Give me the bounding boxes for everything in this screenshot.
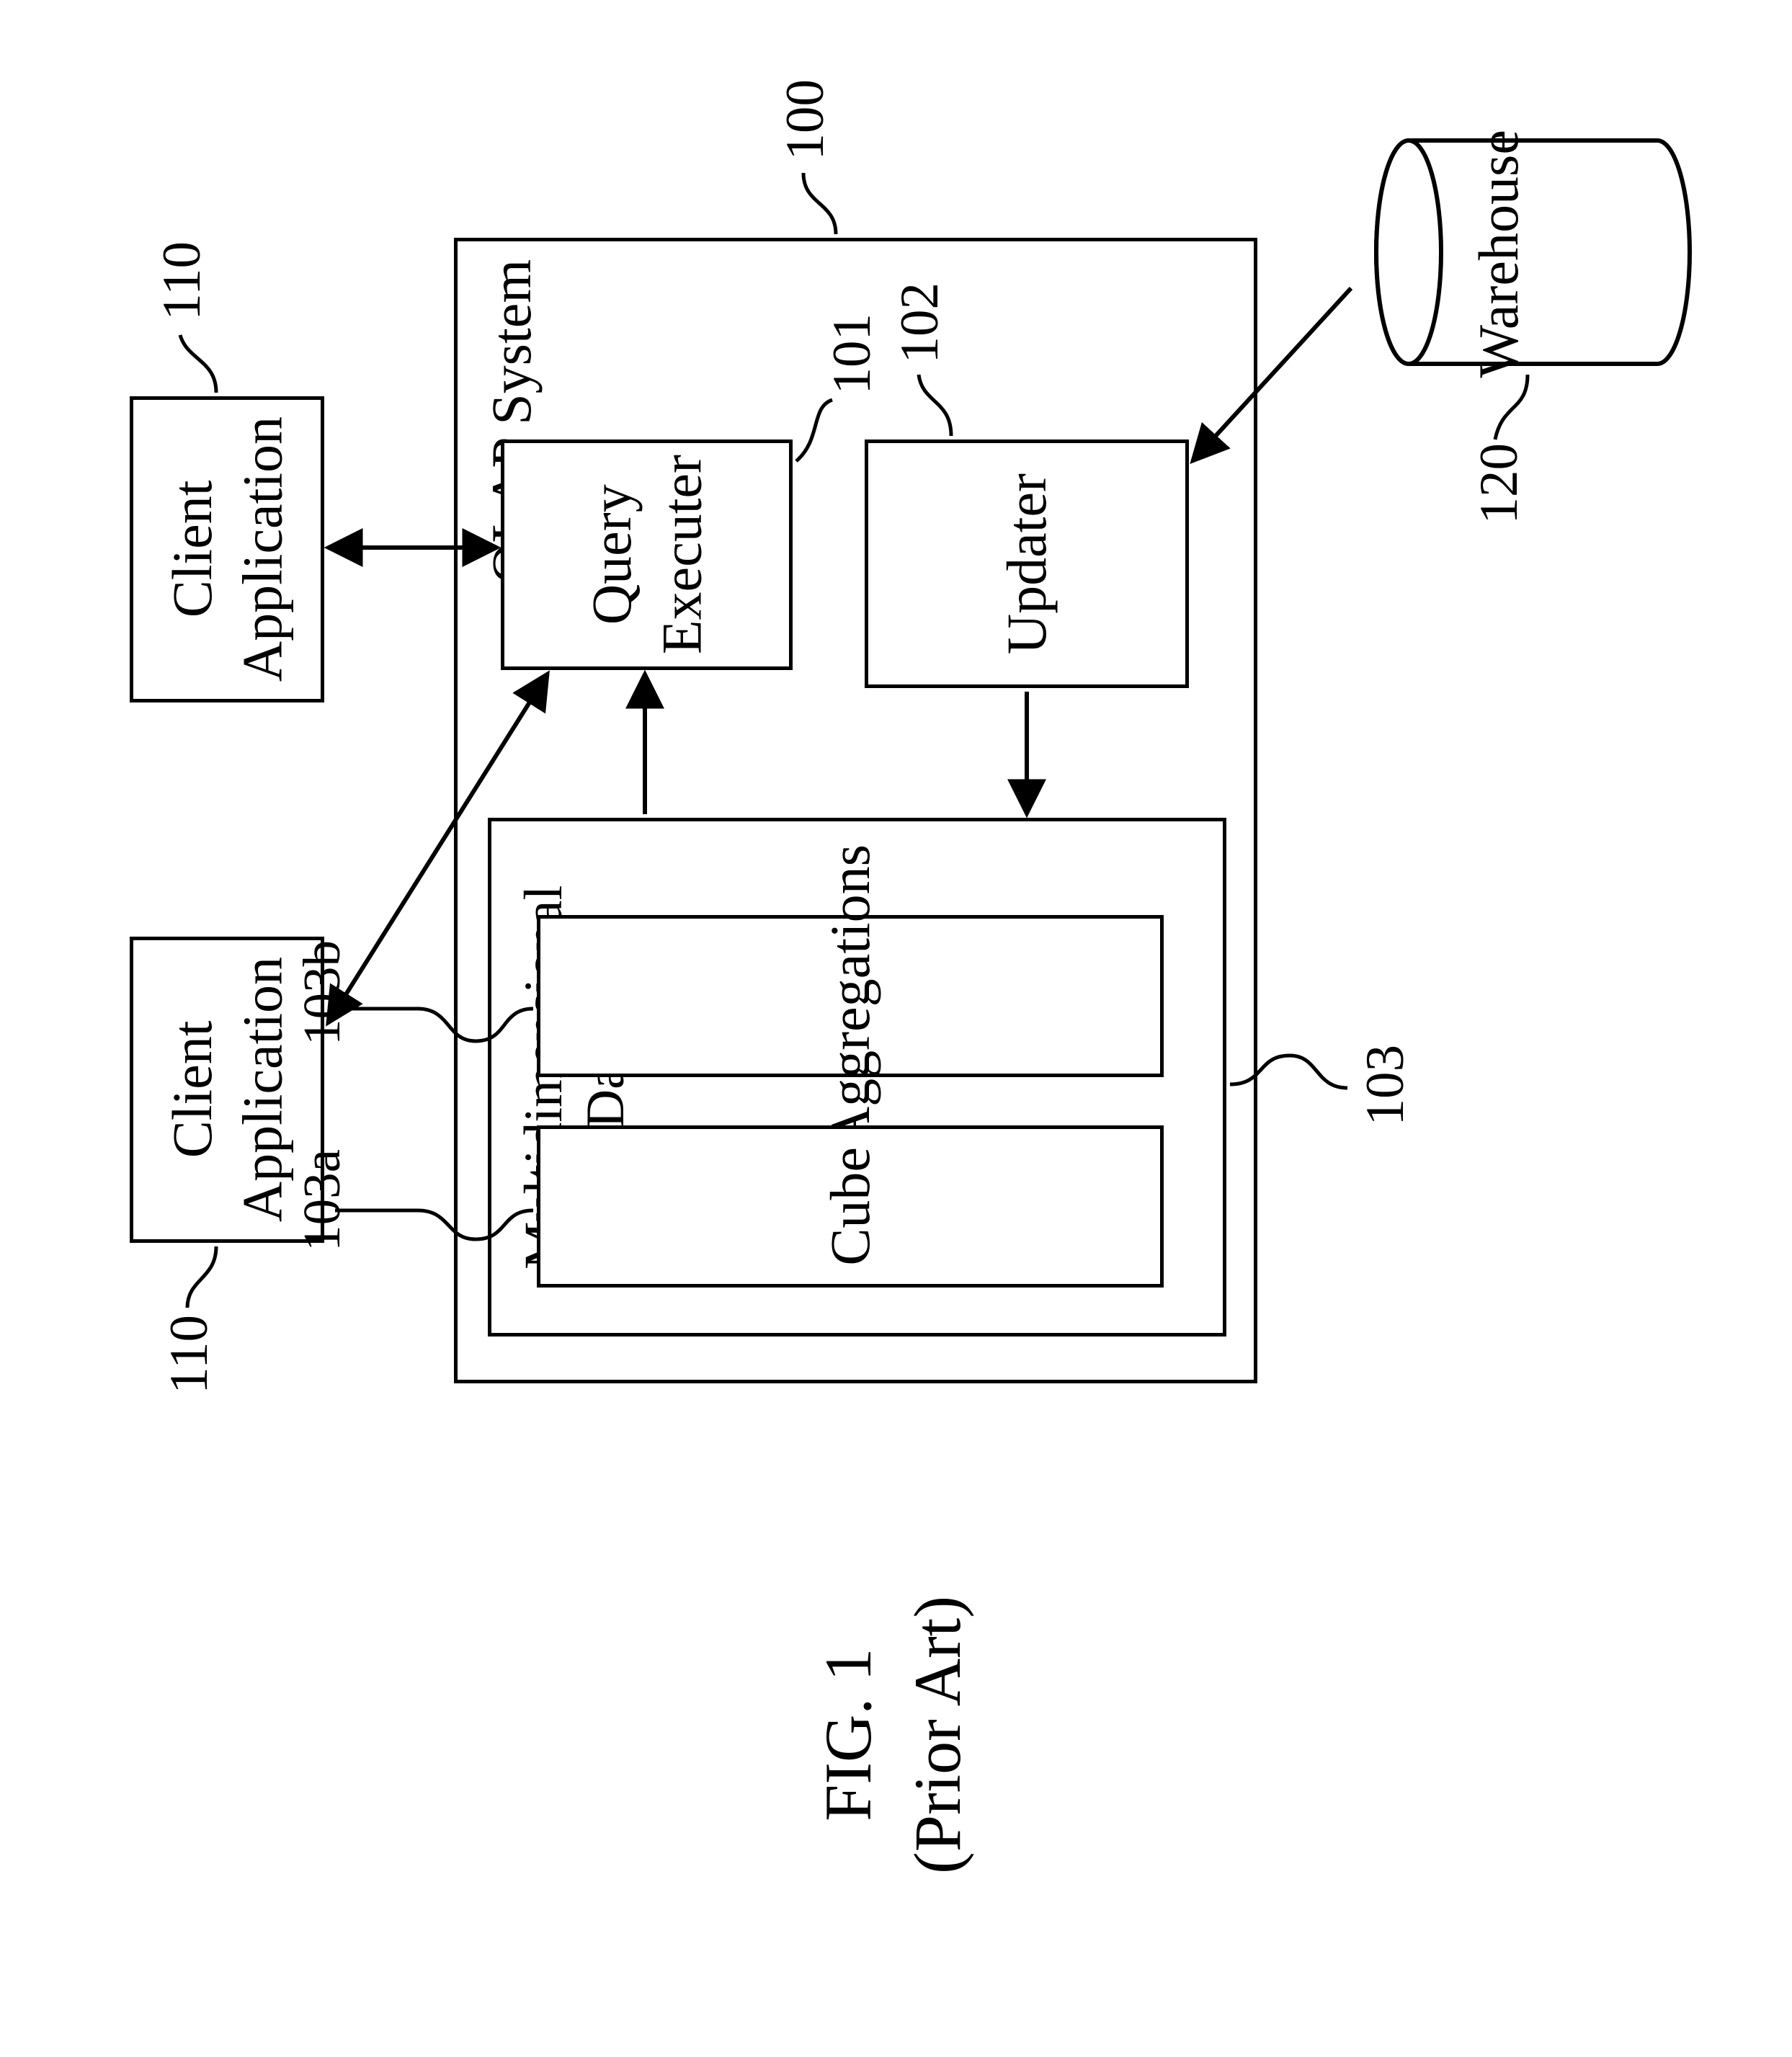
ref-110-a: 110 — [151, 241, 213, 321]
olap-diagram: OLAP System Multidimensional Data Aggreg… — [0, 0, 1792, 2057]
ref-103: 103 — [1355, 1045, 1417, 1126]
ref-120: 120 — [1468, 443, 1530, 525]
caption-line1: FIG. 1 — [811, 1648, 885, 1821]
ref-110-b: 110 — [159, 1315, 220, 1394]
ref-100: 100 — [775, 79, 837, 161]
ref-102: 102 — [889, 282, 951, 364]
ref-101: 101 — [821, 313, 883, 395]
ref-103a: 103a — [292, 1149, 352, 1251]
caption-line2: (Prior Art) — [901, 1596, 974, 1874]
figure-caption: FIG. 1 (Prior Art) — [803, 1596, 982, 1874]
ref-103b: 103b — [292, 940, 352, 1045]
